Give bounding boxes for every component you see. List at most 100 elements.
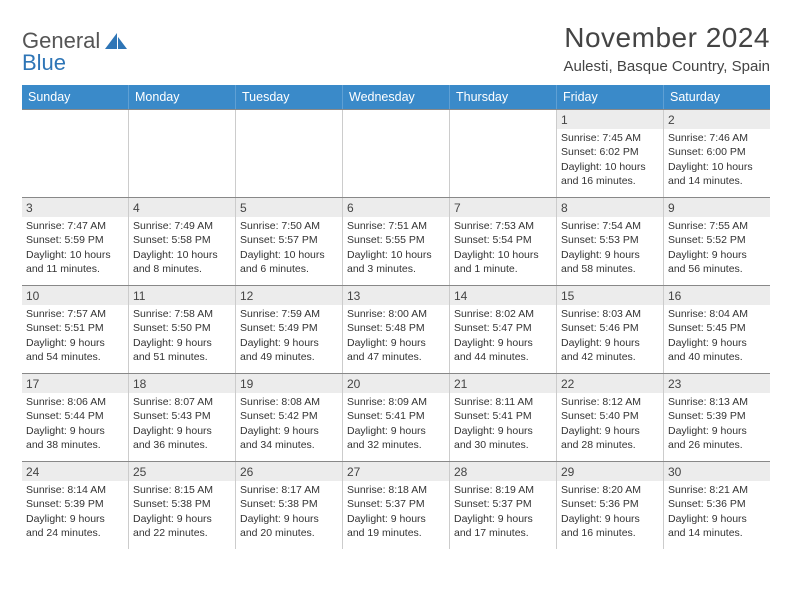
- daylight-text: Daylight: 9 hours and 34 minutes.: [240, 424, 338, 452]
- day-cell: 28Sunrise: 8:19 AMSunset: 5:37 PMDayligh…: [450, 462, 557, 549]
- day-number: 17: [22, 374, 128, 393]
- day-cell: 24Sunrise: 8:14 AMSunset: 5:39 PMDayligh…: [22, 462, 129, 549]
- sunrise-text: Sunrise: 8:14 AM: [26, 483, 124, 497]
- sunrise-text: Sunrise: 7:51 AM: [347, 219, 445, 233]
- day-number: 11: [129, 286, 235, 305]
- day-body: Sunrise: 7:51 AMSunset: 5:55 PMDaylight:…: [343, 217, 449, 278]
- sunrise-text: Sunrise: 8:12 AM: [561, 395, 659, 409]
- day-body: Sunrise: 7:45 AMSunset: 6:02 PMDaylight:…: [557, 129, 663, 190]
- day-number: 12: [236, 286, 342, 305]
- month-title: November 2024: [563, 22, 770, 54]
- day-body: Sunrise: 8:12 AMSunset: 5:40 PMDaylight:…: [557, 393, 663, 454]
- day-body: Sunrise: 8:21 AMSunset: 5:36 PMDaylight:…: [664, 481, 770, 542]
- sunset-text: Sunset: 5:48 PM: [347, 321, 445, 335]
- sunrise-text: Sunrise: 8:18 AM: [347, 483, 445, 497]
- day-cell: 2Sunrise: 7:46 AMSunset: 6:00 PMDaylight…: [664, 110, 770, 197]
- brand-part2: Blue: [22, 50, 66, 76]
- day-cell: 19Sunrise: 8:08 AMSunset: 5:42 PMDayligh…: [236, 374, 343, 461]
- daylight-text: Daylight: 9 hours and 51 minutes.: [133, 336, 231, 364]
- daylight-text: Daylight: 9 hours and 38 minutes.: [26, 424, 124, 452]
- sunset-text: Sunset: 5:46 PM: [561, 321, 659, 335]
- day-body: Sunrise: 8:09 AMSunset: 5:41 PMDaylight:…: [343, 393, 449, 454]
- day-number: 29: [557, 462, 663, 481]
- sunrise-text: Sunrise: 8:17 AM: [240, 483, 338, 497]
- day-cell: 23 Sunrise: 8:13 AMSunset: 5:39 PMDayligh…: [664, 374, 770, 461]
- sunrise-text: Sunrise: 8:02 AM: [454, 307, 552, 321]
- daylight-text: Daylight: 9 hours and 30 minutes.: [454, 424, 552, 452]
- sunrise-text: Sunrise: 8:13 AM: [668, 395, 766, 409]
- day-body: Sunrise: 7:54 AMSunset: 5:53 PMDaylight:…: [557, 217, 663, 278]
- day-number: 25: [129, 462, 235, 481]
- day-cell: 7Sunrise: 7:53 AMSunset: 5:54 PMDaylight…: [450, 198, 557, 285]
- daylight-text: Daylight: 9 hours and 32 minutes.: [347, 424, 445, 452]
- sunset-text: Sunset: 5:52 PM: [668, 233, 766, 247]
- daylight-text: Daylight: 10 hours and 14 minutes.: [668, 160, 766, 188]
- day-body: Sunrise: 8:18 AMSunset: 5:37 PMDaylight:…: [343, 481, 449, 542]
- daylight-text: Daylight: 10 hours and 6 minutes.: [240, 248, 338, 276]
- daylight-text: Daylight: 9 hours and 47 minutes.: [347, 336, 445, 364]
- sunrise-text: Sunrise: 8:19 AM: [454, 483, 552, 497]
- daylight-text: Daylight: 9 hours and 56 minutes.: [668, 248, 766, 276]
- weekday-sat: Saturday: [664, 85, 770, 109]
- day-body: Sunrise: 8:03 AMSunset: 5:46 PMDaylight:…: [557, 305, 663, 366]
- day-body: Sunrise: 8:19 AMSunset: 5:37 PMDaylight:…: [450, 481, 556, 542]
- day-cell: 3Sunrise: 7:47 AMSunset: 5:59 PMDaylight…: [22, 198, 129, 285]
- sunset-text: Sunset: 5:36 PM: [561, 497, 659, 511]
- weekday-fri: Friday: [557, 85, 664, 109]
- header: General November 2024 Aulesti, Basque Co…: [22, 22, 770, 75]
- sunrise-text: Sunrise: 7:47 AM: [26, 219, 124, 233]
- day-number: 2: [664, 110, 770, 129]
- day-cell: 6Sunrise: 7:51 AMSunset: 5:55 PMDaylight…: [343, 198, 450, 285]
- day-cell: 10Sunrise: 7:57 AMSunset: 5:51 PMDayligh…: [22, 286, 129, 373]
- daylight-text: Daylight: 9 hours and 24 minutes.: [26, 512, 124, 540]
- sunset-text: Sunset: 5:58 PM: [133, 233, 231, 247]
- daylight-text: Daylight: 9 hours and 26 minutes.: [668, 424, 766, 452]
- day-number: 22: [557, 374, 663, 393]
- day-number: 23: [664, 374, 770, 393]
- sunrise-text: Sunrise: 8:03 AM: [561, 307, 659, 321]
- day-cell: [22, 110, 129, 197]
- day-number: [450, 110, 556, 127]
- sunset-text: Sunset: 5:49 PM: [240, 321, 338, 335]
- daylight-text: Daylight: 9 hours and 22 minutes.: [133, 512, 231, 540]
- sunrise-text: Sunrise: 7:50 AM: [240, 219, 338, 233]
- day-cell: 20Sunrise: 8:09 AMSunset: 5:41 PMDayligh…: [343, 374, 450, 461]
- daylight-text: Daylight: 9 hours and 17 minutes.: [454, 512, 552, 540]
- day-cell: 16Sunrise: 8:04 AMSunset: 5:45 PMDayligh…: [664, 286, 770, 373]
- sunrise-text: Sunrise: 8:20 AM: [561, 483, 659, 497]
- day-body: Sunrise: 8:14 AMSunset: 5:39 PMDaylight:…: [22, 481, 128, 542]
- day-number: [236, 110, 342, 127]
- sunset-text: Sunset: 5:42 PM: [240, 409, 338, 423]
- day-body: Sunrise: 7:57 AMSunset: 5:51 PMDaylight:…: [22, 305, 128, 366]
- day-body: Sunrise: 8:04 AMSunset: 5:45 PMDaylight:…: [664, 305, 770, 366]
- day-cell: 21Sunrise: 8:11 AMSunset: 5:41 PMDayligh…: [450, 374, 557, 461]
- daylight-text: Daylight: 10 hours and 16 minutes.: [561, 160, 659, 188]
- weekday-sun: Sunday: [22, 85, 129, 109]
- sunset-text: Sunset: 5:47 PM: [454, 321, 552, 335]
- sunset-text: Sunset: 5:53 PM: [561, 233, 659, 247]
- day-cell: [129, 110, 236, 197]
- day-body: Sunrise: 7:58 AMSunset: 5:50 PMDaylight:…: [129, 305, 235, 366]
- sunset-text: Sunset: 5:55 PM: [347, 233, 445, 247]
- sunset-text: Sunset: 5:41 PM: [454, 409, 552, 423]
- day-number: 8: [557, 198, 663, 217]
- day-number: [343, 110, 449, 127]
- day-body: Sunrise: 8:00 AMSunset: 5:48 PMDaylight:…: [343, 305, 449, 366]
- weeks-container: 1Sunrise: 7:45 AMSunset: 6:02 PMDaylight…: [22, 109, 770, 549]
- sunrise-text: Sunrise: 8:00 AM: [347, 307, 445, 321]
- sunset-text: Sunset: 5:39 PM: [26, 497, 124, 511]
- day-cell: [343, 110, 450, 197]
- day-body: Sunrise: 8:20 AMSunset: 5:36 PMDaylight:…: [557, 481, 663, 542]
- day-cell: 30Sunrise: 8:21 AMSunset: 5:36 PMDayligh…: [664, 462, 770, 549]
- daylight-text: Daylight: 10 hours and 1 minute.: [454, 248, 552, 276]
- day-cell: [450, 110, 557, 197]
- day-number: 10: [22, 286, 128, 305]
- week-row: 3Sunrise: 7:47 AMSunset: 5:59 PMDaylight…: [22, 197, 770, 285]
- day-number: 9: [664, 198, 770, 217]
- day-body: Sunrise: 8:15 AMSunset: 5:38 PMDaylight:…: [129, 481, 235, 542]
- sunset-text: Sunset: 5:45 PM: [668, 321, 766, 335]
- sunset-text: Sunset: 5:39 PM: [668, 409, 766, 423]
- day-number: 19: [236, 374, 342, 393]
- sunrise-text: Sunrise: 8:06 AM: [26, 395, 124, 409]
- daylight-text: Daylight: 9 hours and 28 minutes.: [561, 424, 659, 452]
